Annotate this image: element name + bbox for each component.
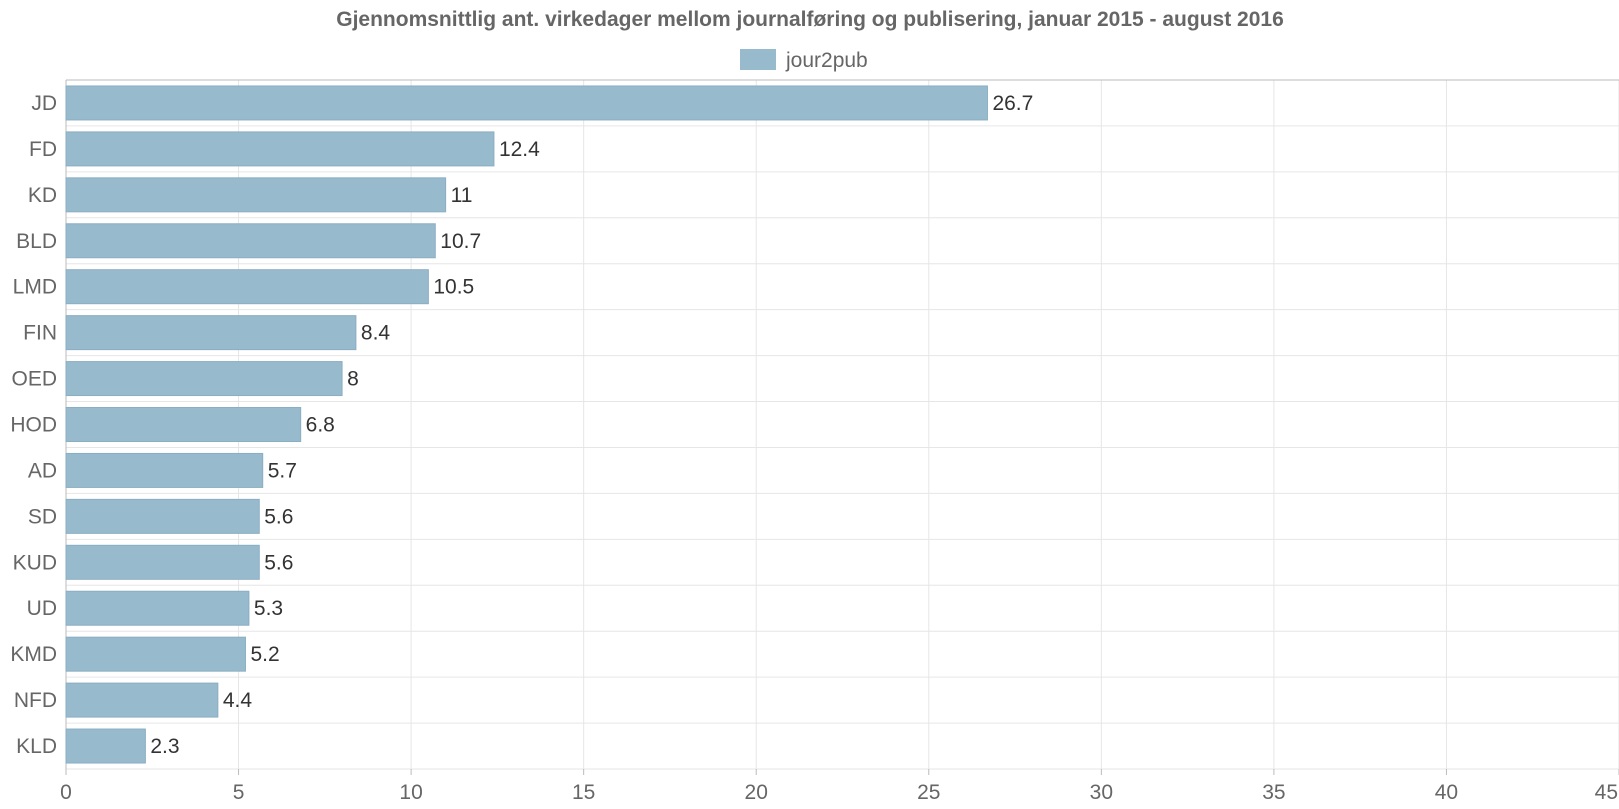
bar-ad[interactable] [65, 452, 264, 488]
x-tick-label: 35 [1262, 781, 1285, 804]
category-label-kmd: KMD [10, 643, 57, 666]
category-label-kld: KLD [16, 735, 57, 758]
value-labels: 26.7 12.4 11 10.7 10.5 8.48 6.8 5.7 5.6 5.6 5.3 5.2… [150, 92, 1033, 758]
bar-fd[interactable] [65, 131, 495, 167]
bar-jd[interactable] [65, 85, 988, 121]
category-labels: JD FD KD BLD LMD FIN OED HOD AD SD KUD UD KMD NFD KLD [10, 92, 57, 758]
value-label-kld: 2.3 [150, 735, 179, 758]
bar-sd[interactable] [65, 498, 260, 534]
category-label-hod: HOD [10, 414, 57, 437]
x-tick-label: 20 [745, 781, 768, 804]
x-tick-label: 10 [399, 781, 422, 804]
category-label-sd: SD [28, 505, 57, 528]
value-label-kud: 5.6 [264, 551, 293, 574]
bar-oed[interactable] [65, 361, 343, 397]
bar-nfd[interactable] [65, 682, 219, 718]
bar-kld[interactable] [65, 728, 146, 764]
x-tick-label: 30 [1090, 781, 1113, 804]
value-label-sd: 5.6 [264, 505, 293, 528]
x-tick-label: 5 [233, 781, 245, 804]
bar-lmd[interactable] [65, 269, 429, 305]
category-label-kd: KD [28, 184, 57, 207]
value-label-nfd: 4.4 [223, 689, 253, 712]
category-label-nfd: NFD [14, 689, 57, 712]
value-label-bld: 10.7 [440, 230, 481, 253]
x-tick-label: 40 [1435, 781, 1458, 804]
value-label-fd: 12.4 [499, 138, 540, 161]
x-axis-tick-labels: 0 5 10 15 20 25 30 35 40 45 [60, 769, 1619, 804]
value-label-kmd: 5.2 [250, 643, 279, 666]
category-label-ud: UD [27, 597, 57, 620]
bar-kud[interactable] [65, 544, 260, 580]
bar-hod[interactable] [65, 407, 302, 442]
legend[interactable]: jour2pub [740, 49, 868, 72]
legend-label: jour2pub [785, 49, 868, 72]
category-label-lmd: LMD [13, 276, 57, 299]
bar-fin[interactable] [65, 315, 357, 351]
bar-bld[interactable] [65, 223, 436, 259]
bar-kd[interactable] [65, 177, 447, 213]
x-tick-label: 0 [60, 781, 72, 804]
bar-ud[interactable] [65, 590, 250, 626]
x-tick-label: 45 [1595, 781, 1618, 804]
value-label-fin: 8.4 [361, 322, 391, 345]
category-label-kud: KUD [13, 551, 57, 574]
category-label-bld: BLD [16, 230, 57, 253]
bars [65, 85, 988, 764]
category-label-oed: OED [11, 368, 57, 391]
value-label-hod: 6.8 [306, 414, 335, 437]
value-label-oed: 8 [347, 368, 359, 391]
category-label-fin: FIN [23, 322, 57, 345]
bar-kmd[interactable] [65, 636, 246, 672]
value-label-ad: 5.7 [268, 459, 297, 482]
category-label-jd: JD [31, 92, 57, 115]
value-label-kd: 11 [451, 184, 473, 207]
value-label-jd: 26.7 [992, 92, 1033, 115]
category-label-fd: FD [29, 138, 57, 161]
category-label-ad: AD [28, 459, 57, 482]
value-label-lmd: 10.5 [433, 276, 474, 299]
value-label-ud: 5.3 [254, 597, 283, 620]
chart-title: Gjennomsnittlig ant. virkedager mellom j… [336, 8, 1284, 31]
legend-swatch [740, 49, 776, 70]
x-tick-label: 25 [917, 781, 940, 804]
x-tick-label: 15 [572, 781, 595, 804]
